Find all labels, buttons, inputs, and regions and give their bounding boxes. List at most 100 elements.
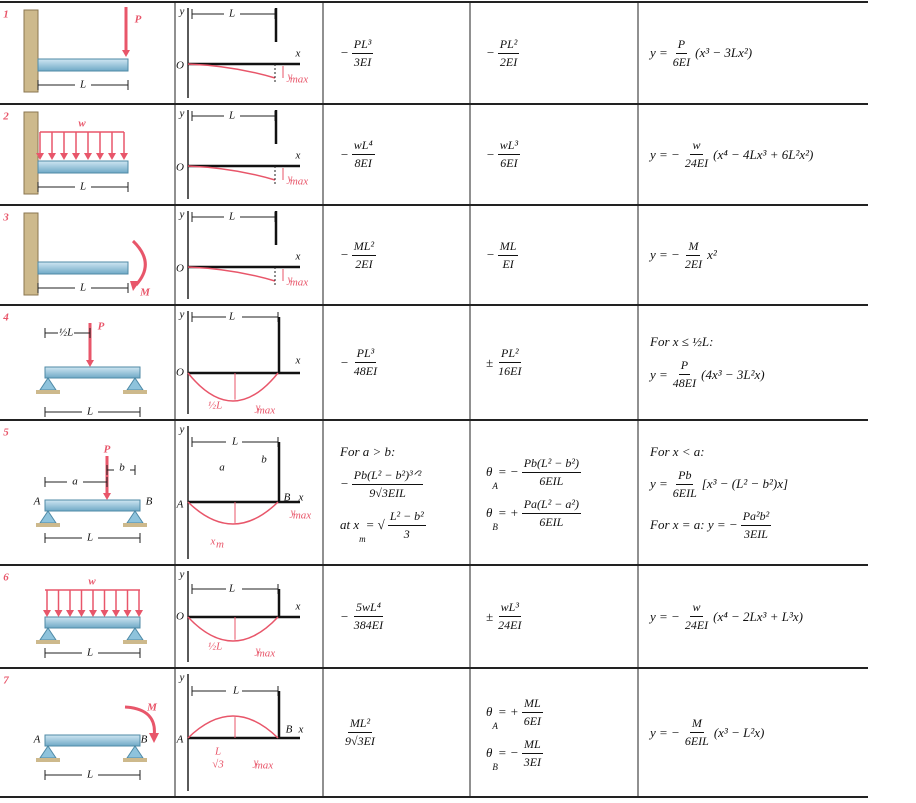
denominator: 6EI [523, 713, 542, 728]
slope: ± wL³ 24EI [486, 565, 636, 668]
denominator: 2EI [499, 54, 518, 69]
numerator: wL⁴ [351, 138, 375, 155]
fraction: wL³ 6EI [497, 138, 521, 171]
beam-label: L [86, 532, 93, 544]
beam [44, 366, 141, 379]
formula-line: −5wL⁴ 384EI [340, 600, 468, 633]
beam [44, 734, 141, 747]
formula-line: − Pb(L² − b²)³ᐟ² 9√3EIL [340, 468, 468, 501]
formula-line: − PL² 2EI [486, 37, 636, 70]
deflection-curve [187, 616, 279, 642]
subscript: B [492, 761, 498, 772]
curve-label: L [228, 110, 235, 122]
ground [36, 758, 60, 762]
row-number: 1 [3, 9, 9, 21]
formula-text: − [340, 476, 349, 491]
arrow-head [48, 153, 56, 160]
curve-label: y [179, 108, 185, 120]
denominator: 8EI [354, 156, 372, 170]
fraction: wL³ 24EI [496, 600, 523, 633]
denominator: 24EI [684, 618, 709, 632]
formula-text: y = [650, 366, 668, 382]
formula-text: y = [650, 476, 668, 491]
support [39, 377, 57, 391]
elastic-curve: y = − w 24EI (x⁴ − 2Lx³ + L³x) [650, 565, 866, 668]
wall [23, 212, 39, 296]
formula-text: ± [486, 608, 494, 624]
denominator: 48EI [353, 364, 378, 378]
formula-line: − wL⁴ 8EI [340, 138, 468, 171]
beam-label: L [79, 181, 86, 193]
beam-label: P [98, 321, 105, 333]
beam-label: B [146, 496, 153, 508]
subscript: A [492, 480, 498, 491]
curve-label: O [176, 162, 184, 174]
ground [36, 523, 60, 527]
curve-label: y [179, 6, 185, 18]
max-deflection: ML² 9√3EI [340, 668, 468, 797]
fraction: ML EI [497, 239, 519, 272]
support [126, 627, 144, 641]
beam-label: M [146, 702, 158, 714]
beam-label: a [72, 476, 78, 488]
arrow-head [120, 153, 128, 160]
fraction: wL⁴ 8EI [351, 138, 375, 171]
arrow-head [72, 153, 80, 160]
formula-line: ML² 9√3EI [340, 716, 468, 749]
denominator: 9√3EIL [369, 485, 406, 500]
curve-label: y [255, 645, 261, 657]
beam [37, 58, 129, 72]
denominator: 3EI [523, 754, 542, 769]
curve-label: L [228, 211, 235, 223]
support [126, 745, 144, 759]
denominator: 6EI [672, 54, 691, 69]
max-deflection: − ML² 2EI [340, 205, 468, 305]
arrow-head [108, 153, 116, 160]
numerator: ML [522, 737, 543, 754]
ground [123, 523, 147, 527]
formula-text: y = − [650, 608, 680, 624]
numerator: PL³ [354, 346, 377, 363]
formula-text: [x³ − (L² − b²)x] [701, 476, 789, 491]
curve-label: ½L [208, 400, 222, 412]
beam-label: B [141, 734, 148, 746]
curve-label: max [290, 277, 308, 289]
curve-label: x [295, 601, 301, 613]
beam-label: M [139, 287, 151, 299]
formula-text: θ [486, 704, 493, 719]
formula-text: = + [497, 704, 519, 719]
fraction: Pa²b² 3EIL [740, 509, 772, 542]
fraction: L² − b² 3 [387, 509, 426, 542]
formula-text: − [340, 45, 349, 60]
curve-label: y [179, 424, 185, 436]
denominator: 3 [403, 526, 410, 541]
formula-line: ± PL² 16EI [486, 346, 636, 379]
fraction: w 24EI [683, 138, 710, 171]
beam-label: L [79, 282, 86, 294]
wall [23, 111, 39, 195]
fraction: M 2EI [683, 239, 704, 272]
curve-label: O [176, 367, 184, 379]
formula-line: − wL³ 6EI [486, 138, 636, 171]
curve-label: B [284, 492, 291, 504]
formula-text: θ [486, 464, 493, 479]
numerator: w [690, 600, 703, 617]
formula-text: at x [340, 517, 360, 532]
formula-line: y = P 48EI (4x³ − 3L²x) [650, 358, 866, 391]
formula-line: y = − w 24EI (x⁴ − 2Lx³ + L³x) [650, 600, 866, 633]
formula-text: For x = a: y = − [650, 517, 738, 532]
deflection-curve [187, 372, 279, 402]
curve-label: y [255, 402, 261, 414]
curve-label: y [253, 757, 259, 769]
beam-label: L [86, 647, 93, 659]
deflection-curve [187, 63, 276, 79]
formula-text: (x³ − 3Lx²) [695, 45, 753, 60]
denominator: 2EI [684, 256, 703, 271]
numerator: Pa(L² − a²) [521, 497, 581, 514]
fraction: ML² 2EI [351, 239, 377, 272]
formula-text: x² [707, 247, 717, 262]
numerator: PL² [497, 37, 520, 54]
